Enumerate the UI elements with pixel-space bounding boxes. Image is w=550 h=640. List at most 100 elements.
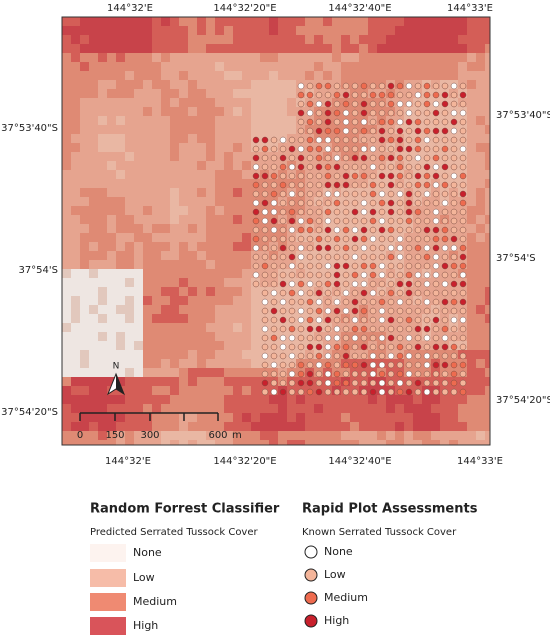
- plot-point: [405, 235, 413, 243]
- raster-cell: [197, 242, 206, 251]
- raster-cell: [71, 422, 80, 431]
- raster-cell: [233, 125, 242, 134]
- raster-cell: [386, 413, 395, 422]
- plot-point: [432, 298, 440, 306]
- plot-point: [360, 253, 368, 261]
- raster-cell: [206, 134, 215, 143]
- plot-point: [342, 136, 350, 144]
- legend-dot: [304, 545, 318, 559]
- raster-cell: [305, 404, 314, 413]
- raster-cell: [80, 422, 89, 431]
- raster-cell: [89, 323, 98, 332]
- raster-cell: [242, 242, 251, 251]
- raster-cell: [467, 260, 476, 269]
- plot-point: [252, 271, 260, 279]
- raster-cell: [206, 98, 215, 107]
- raster-cell: [80, 89, 89, 98]
- raster-cell: [314, 422, 323, 431]
- raster-cell: [170, 107, 179, 116]
- raster-cell: [476, 224, 485, 233]
- plot-point: [351, 145, 359, 153]
- plot-point: [405, 379, 413, 387]
- raster-cell: [62, 350, 71, 359]
- plot-point: [288, 379, 296, 387]
- raster-cell: [233, 341, 242, 350]
- raster-cell: [260, 44, 269, 53]
- plot-point: [306, 298, 314, 306]
- plot-point: [369, 244, 377, 252]
- raster-cell: [206, 287, 215, 296]
- right-label: 37°54'20"S: [496, 395, 550, 406]
- plot-point: [261, 307, 269, 315]
- raster-cell: [134, 350, 143, 359]
- raster-cell: [152, 107, 161, 116]
- raster-cell: [341, 35, 350, 44]
- plot-point: [423, 235, 431, 243]
- raster-cell: [224, 179, 233, 188]
- plot-point: [351, 100, 359, 108]
- plot-point: [279, 316, 287, 324]
- raster-cell: [125, 305, 134, 314]
- plot-point: [252, 145, 260, 153]
- raster-cell: [125, 134, 134, 143]
- raster-cell: [188, 341, 197, 350]
- raster-cell: [188, 278, 197, 287]
- raster-cell: [161, 431, 170, 440]
- plot-point: [405, 217, 413, 225]
- raster-cell: [161, 359, 170, 368]
- raster-cell: [125, 44, 134, 53]
- plot-point: [342, 262, 350, 270]
- raster-cell: [422, 395, 431, 404]
- plot-point: [252, 280, 260, 288]
- raster-cell: [197, 251, 206, 260]
- raster-cell: [107, 368, 116, 377]
- plot-point: [387, 370, 395, 378]
- plot-point: [423, 262, 431, 270]
- raster-cell: [107, 287, 116, 296]
- raster-cell: [287, 107, 296, 116]
- plot-point: [252, 181, 260, 189]
- raster-cell: [233, 224, 242, 233]
- plot-point: [360, 145, 368, 153]
- raster-cell: [80, 242, 89, 251]
- plot-point: [432, 325, 440, 333]
- raster-cell: [359, 395, 368, 404]
- legend-label: None: [133, 546, 162, 559]
- plot-point: [333, 109, 341, 117]
- raster-cell: [170, 377, 179, 386]
- raster-cell: [134, 197, 143, 206]
- raster-cell: [485, 386, 490, 395]
- raster-cell: [98, 233, 107, 242]
- raster-cell: [116, 440, 125, 445]
- raster-cell: [125, 395, 134, 404]
- raster-cell: [143, 170, 152, 179]
- raster-cell: [170, 152, 179, 161]
- raster-cell: [467, 188, 476, 197]
- raster-cell: [233, 134, 242, 143]
- left-label: 37°54'20"S: [1, 407, 58, 418]
- plot-point: [261, 244, 269, 252]
- plot-point: [414, 343, 422, 351]
- raster-cell: [224, 215, 233, 224]
- raster-cell: [485, 44, 490, 53]
- raster-cell: [89, 161, 98, 170]
- plot-point: [369, 208, 377, 216]
- raster-cell: [152, 179, 161, 188]
- raster-cell: [98, 188, 107, 197]
- raster-cell: [152, 431, 161, 440]
- raster-cell: [296, 44, 305, 53]
- raster-cell: [431, 395, 440, 404]
- plot-point: [261, 199, 269, 207]
- raster-cell: [242, 287, 251, 296]
- plot-point: [324, 298, 332, 306]
- raster-cell: [251, 431, 260, 440]
- plot-point: [351, 370, 359, 378]
- raster-cell: [89, 242, 98, 251]
- raster-cell: [341, 62, 350, 71]
- plot-point: [423, 343, 431, 351]
- raster-cell: [251, 35, 260, 44]
- plot-point: [405, 361, 413, 369]
- raster-cell: [485, 179, 490, 188]
- legend-swatch: [90, 617, 126, 635]
- raster-cell: [467, 53, 476, 62]
